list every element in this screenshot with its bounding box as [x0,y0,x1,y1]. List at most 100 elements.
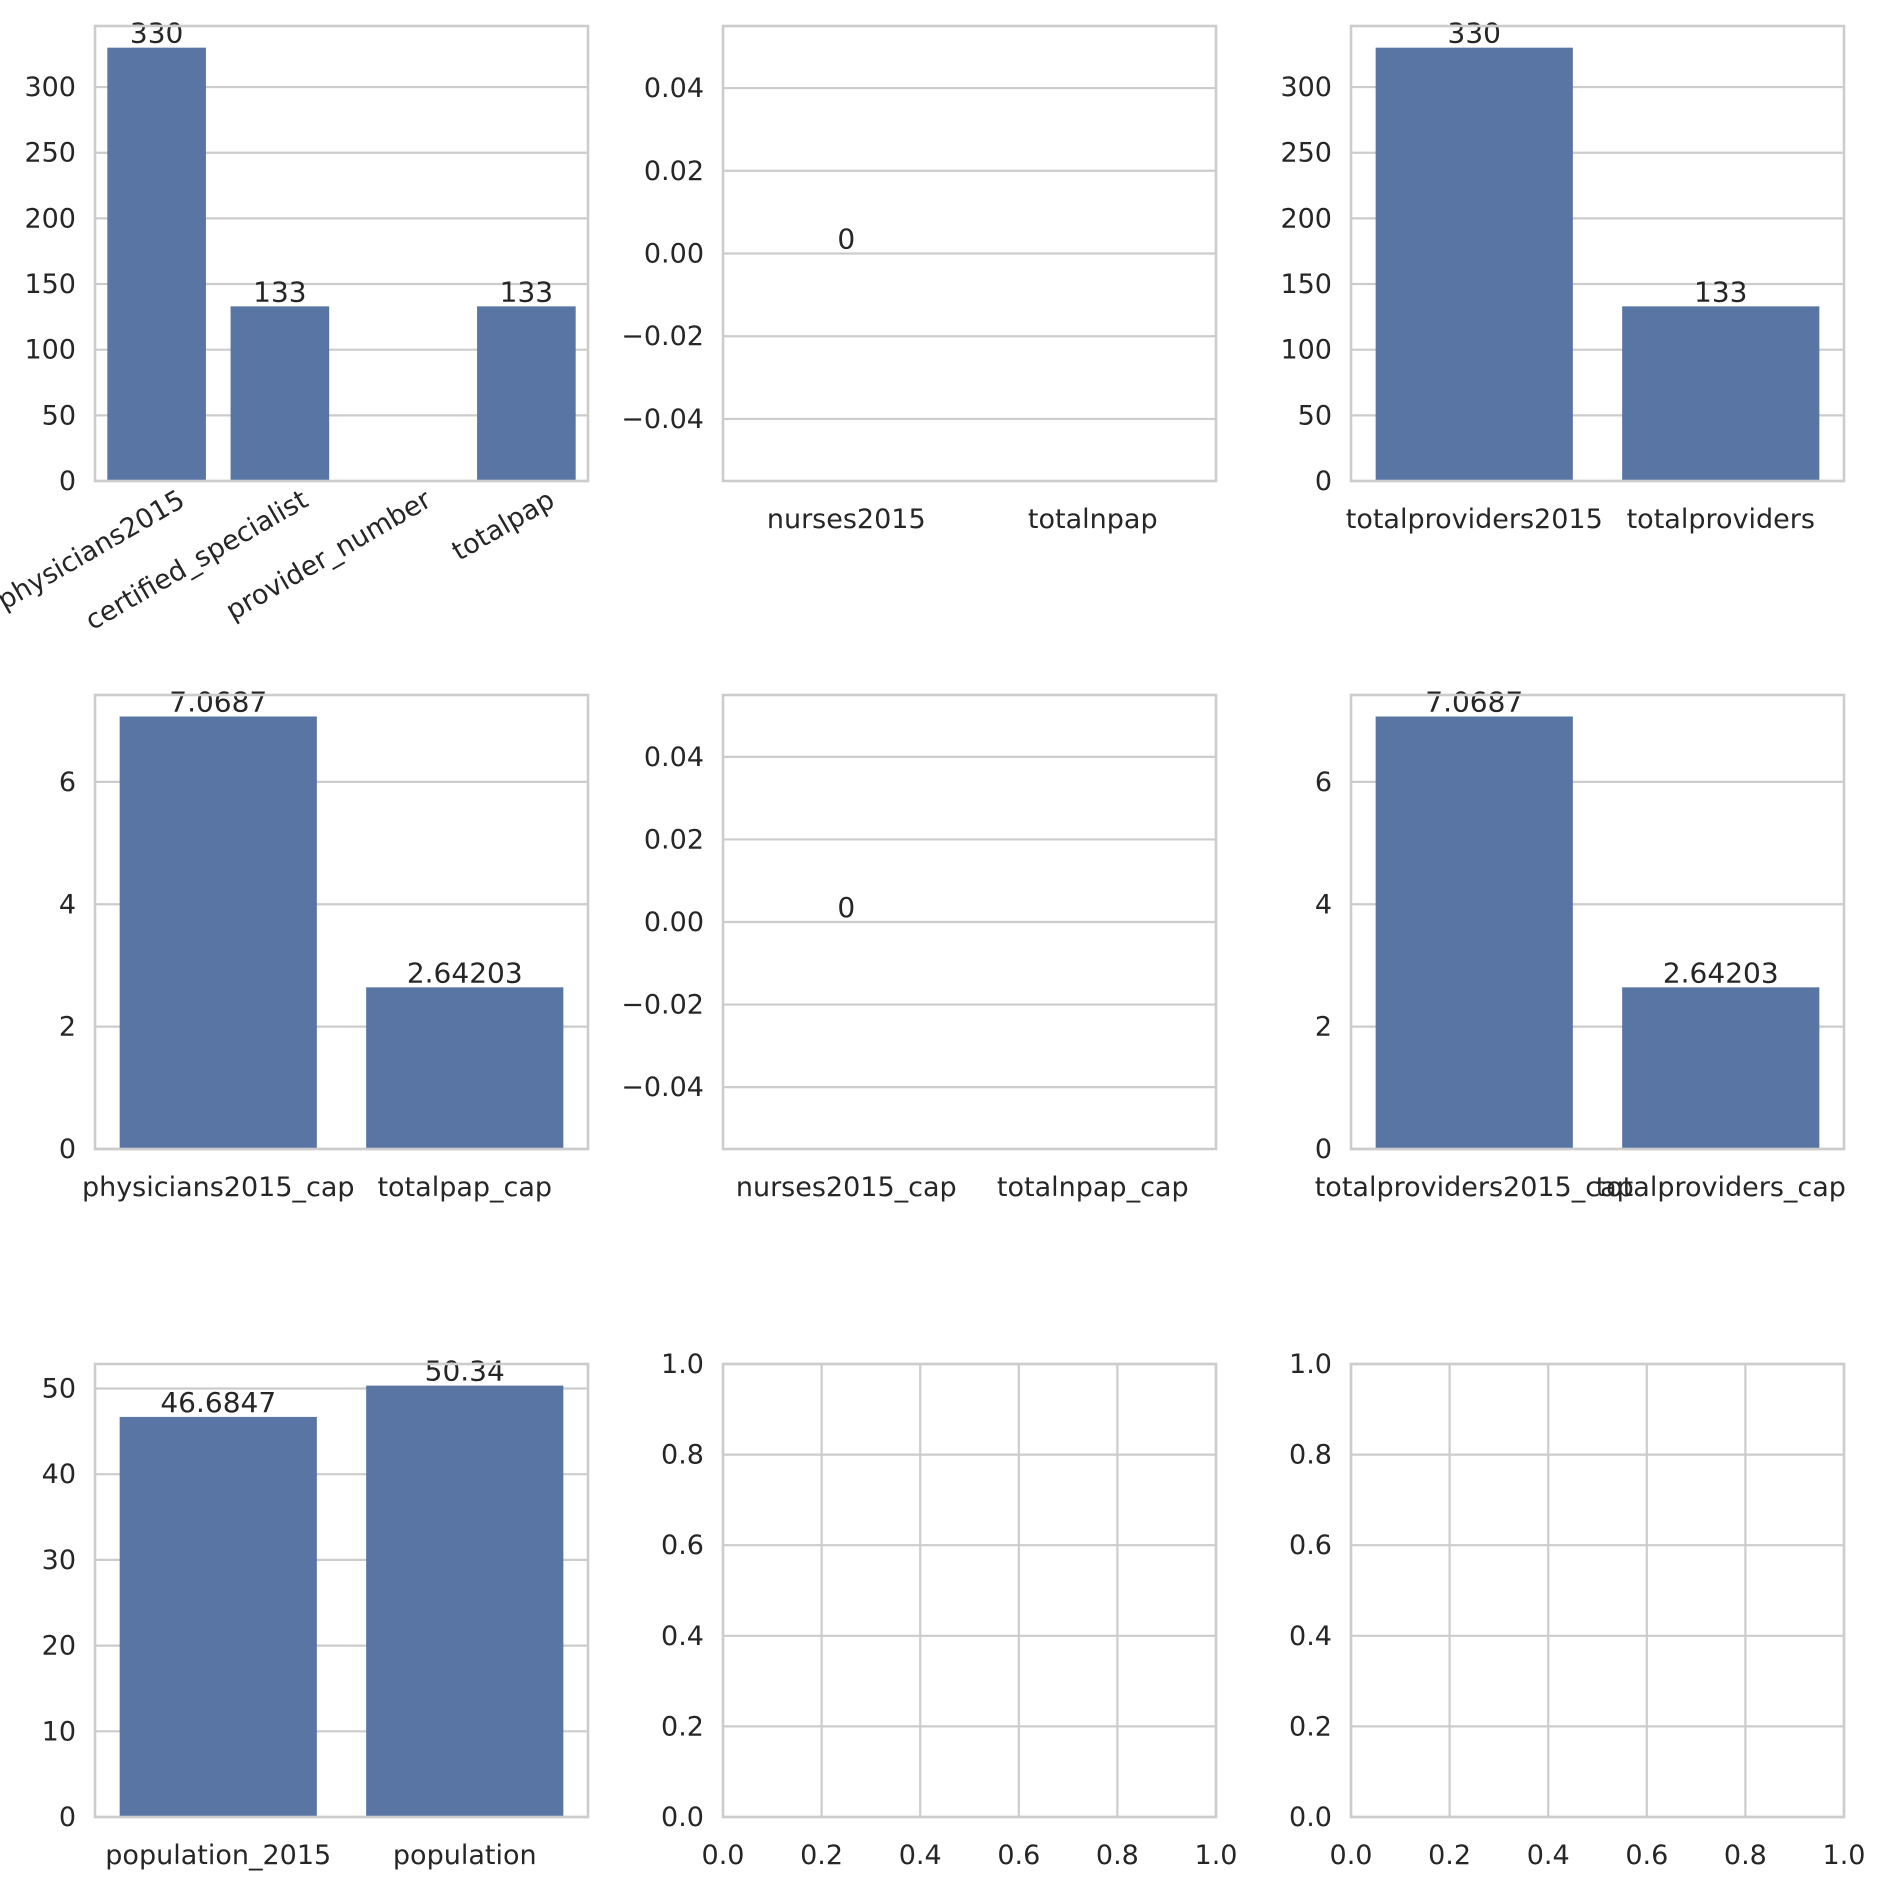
y-tick-label: 0 [1315,1134,1332,1165]
y-tick-label: 250 [1280,138,1332,169]
bar-population [366,1385,564,1817]
bar-value-label: 46.6847 [160,1386,276,1419]
y-tick-label: 0.04 [644,742,704,773]
axes-frame [721,24,1218,483]
y-tick-label: 0.00 [644,907,704,938]
bar-totalpap [477,306,576,481]
bar-value-label: 330 [130,17,183,50]
y-tick-label: 0.0 [1289,1802,1332,1833]
y-tick-label: 0.2 [1289,1711,1332,1742]
axes-frame [93,693,590,1151]
y-tick-label: 0.04 [644,73,704,104]
y-tick-label: 0.4 [661,1621,704,1652]
y-tick-label: 250 [24,138,76,169]
bar-value-label: 2.64203 [1663,956,1779,989]
y-tick-label: 0.02 [644,156,704,187]
y-tick-label: 0 [1315,466,1332,497]
axes-frame [1349,1362,1846,1819]
y-tick-label: −0.02 [621,990,704,1021]
y-tick-label: 0 [59,1802,76,1833]
bar-value-label: 0 [837,891,855,924]
bar-value-label: 7.0687 [1425,685,1523,718]
y-tick-label: 100 [1280,335,1332,366]
y-tick-label: 10 [42,1716,76,1747]
bar-physicians2015 [107,47,206,482]
y-tick-label: 0.8 [661,1440,704,1471]
y-tick-label: 40 [42,1459,76,1490]
y-tick-label: 2 [59,1012,76,1043]
axes-frame [721,1362,1218,1819]
x-tick-label: totalproviders2015_cap [1315,1172,1634,1203]
x-tick-label: 0.6 [1625,1840,1668,1871]
x-tick-label: nurses2015_cap [736,1172,957,1203]
y-tick-label: 0 [59,1134,76,1165]
y-tick-label: 6 [59,767,76,798]
y-tick-label: 2 [1315,1012,1332,1043]
x-tick-label: totalproviders_cap [1596,1172,1846,1203]
y-tick-label: 200 [24,203,76,234]
y-tick-label: 150 [1280,269,1332,300]
x-tick-label: totalproviders [1627,504,1815,535]
y-tick-label: 4 [59,889,76,920]
bar-value-label: 2.64203 [407,956,523,989]
x-tick-label: 0.4 [1527,1840,1570,1871]
y-tick-label: 100 [24,335,76,366]
bar-certified_specialist [230,306,330,481]
y-tick-label: 200 [1280,203,1332,234]
y-tick-label: 0.00 [644,239,704,270]
axes-frame [93,24,590,483]
x-tick-label: 0.0 [702,1840,745,1871]
subplot-8: 0.0 0.2 0.4 0.6 0.8 1.0 0.0 0.2 0.4 0.6 0.8 1.0 [661,1349,1237,1871]
y-tick-label: 20 [42,1631,76,1662]
bar-value-label: 330 [1448,17,1501,50]
x-tick-label: nurses2015 [767,504,926,535]
y-tick-label: 50 [1298,400,1332,431]
x-tick-label: physicians2015_cap [82,1172,355,1203]
axes-frame [1349,693,1846,1151]
y-tick-label: −0.04 [621,1072,704,1103]
y-tick-label: 0.6 [1289,1530,1332,1561]
bar-totalpap_cap [366,987,564,1149]
x-tick-label: 0.0 [1330,1840,1373,1871]
y-tick-label: 0.8 [1289,1440,1332,1471]
y-tick-label: 6 [1315,767,1332,798]
x-tick-label: totalpap [447,484,560,567]
bar-totalproviders_cap [1622,987,1820,1149]
y-tick-label: 1.0 [661,1349,704,1380]
subplot-2: −0.04 −0.02 0.00 0.02 0.04 0 nurses2015 totalnp… [621,24,1218,535]
bar-physicians2015_cap [119,716,317,1149]
y-tick-label: −0.04 [621,404,704,435]
bar-totalproviders [1622,306,1820,481]
y-tick-label: 0 [59,466,76,497]
axes-frame [93,1362,590,1819]
x-tick-label: 0.8 [1724,1840,1767,1871]
x-tick-label: 1.0 [1823,1840,1866,1871]
y-tick-label: 300 [24,72,76,103]
y-tick-label: 4 [1315,889,1332,920]
x-tick-label: 0.4 [899,1840,942,1871]
bar-totalproviders2015_cap [1375,716,1573,1149]
x-tick-label: 0.8 [1096,1840,1139,1871]
x-tick-label: 0.2 [800,1840,843,1871]
bar-value-label: 0 [837,223,855,256]
bar-population_2015 [119,1416,317,1817]
x-tick-label: totalpap_cap [377,1172,552,1203]
y-tick-label: 150 [24,269,76,300]
bar-value-label: 7.0687 [169,685,267,718]
y-tick-label: 0.6 [661,1530,704,1561]
y-tick-label: 0.4 [1289,1621,1332,1652]
subplot-6: 0 2 4 6 7.0687 totalproviders2015_cap 2.64203 t… [1315,685,1846,1203]
y-tick-label: −0.02 [621,321,704,352]
y-tick-label: 0.2 [661,1711,704,1742]
y-tick-label: 1.0 [1289,1349,1332,1380]
subplot-5: −0.04 −0.02 0.00 0.02 0.04 0 nurses2015_cap tot… [621,693,1218,1203]
x-tick-label: 0.6 [997,1840,1040,1871]
bar-value-label: 133 [1694,275,1747,308]
subplot-1: 050100150200250300330physicians2015133ce… [0,17,590,637]
x-tick-label: totalnpap [1028,504,1158,535]
axes-frame [1349,24,1846,483]
x-tick-label: 1.0 [1195,1840,1238,1871]
subplot-3: 0 50 100 150 200 250 300 330 totalproviders2015 1… [1280,17,1846,535]
subplot-9: 0.0 0.2 0.4 0.6 0.8 1.0 0.0 0.2 0.4 0.6 0.8 1.0 [1289,1349,1865,1871]
